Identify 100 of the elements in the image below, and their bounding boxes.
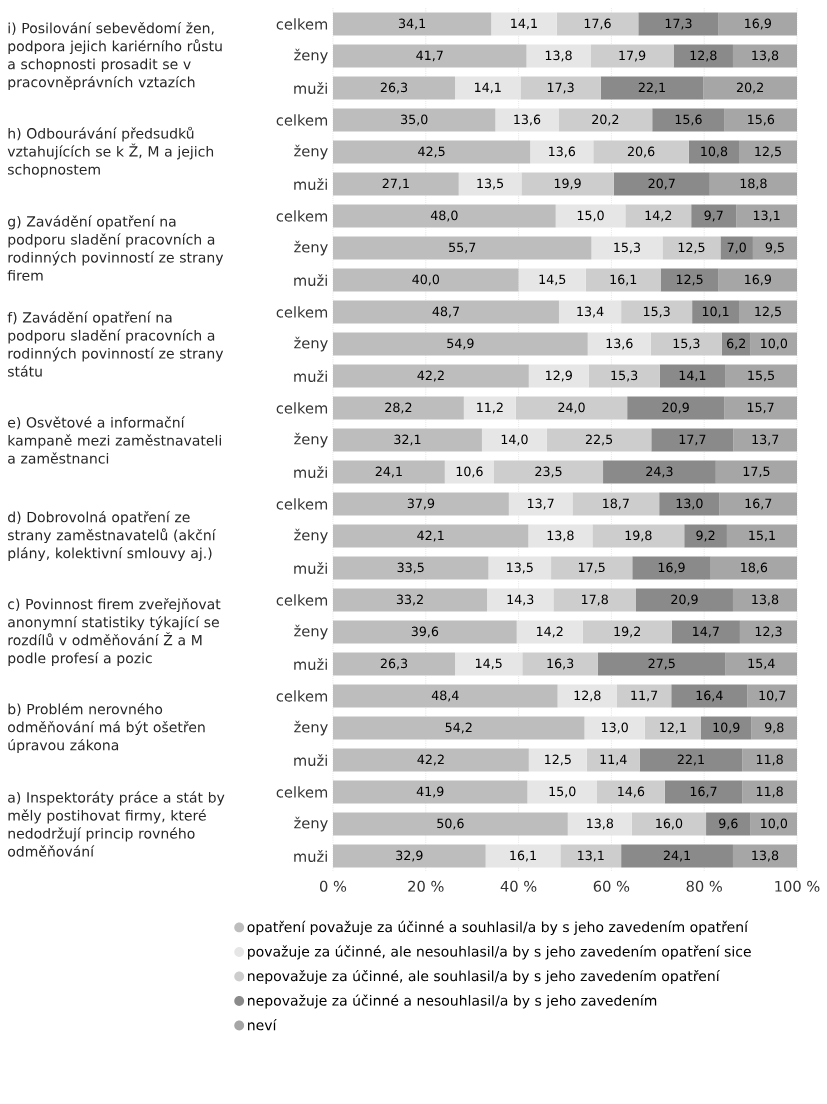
data-label: 17,3 [547, 82, 574, 94]
bar [592, 524, 685, 548]
data-label: 17,6 [584, 18, 611, 30]
y-tick-label: celkem [276, 306, 328, 318]
data-label: 42,2 [417, 754, 444, 766]
legend-label: nepovažuje za účinné a nesouhlasil/a by s jeho zavedením [248, 994, 657, 1009]
data-label: 14,2 [645, 210, 672, 222]
data-label: 33,5 [397, 562, 424, 574]
bar [556, 12, 639, 36]
data-label: 17,5 [743, 466, 770, 478]
data-label: 32,1 [394, 434, 421, 446]
data-label: 17,7 [679, 434, 706, 446]
data-label: 13,5 [507, 562, 533, 574]
text: c) Povinnost firem zveřejňovat anonymní statistiky týkající se rozdílů v odměňování Ž a M podle profesí a pozic [8, 597, 221, 667]
bar [455, 76, 521, 100]
y-tick-label: muži [294, 466, 327, 478]
data-label: 16,1 [610, 274, 637, 286]
data-label: 13,8 [752, 50, 779, 62]
bar [444, 460, 495, 484]
y-tick-label: muži [294, 562, 327, 574]
data-label: 14,5 [539, 274, 566, 286]
data-label: 9,5 [765, 242, 784, 254]
data-label: 14,1 [679, 370, 706, 382]
y-tick-label: ženy [294, 720, 328, 736]
data-label: 12,5 [755, 306, 781, 318]
bar [650, 332, 722, 356]
data-label: 34,1 [398, 18, 426, 30]
data-label: 24,1 [375, 466, 402, 478]
data-label: 12,8 [574, 690, 601, 702]
bar [721, 332, 751, 356]
bar [584, 716, 645, 740]
bar [551, 556, 633, 580]
data-label: 12,5 [678, 242, 705, 254]
data-label: 22,1 [677, 754, 704, 766]
data-label: 15,5 [748, 370, 775, 382]
data-label: 48,4 [431, 690, 459, 702]
data-label: 15,6 [748, 114, 775, 126]
data-label: 18,8 [740, 178, 767, 190]
bar [671, 684, 748, 708]
data-label: 20,2 [736, 82, 763, 94]
data-label: 50,6 [437, 818, 464, 830]
y-tick-label: muži [294, 754, 327, 766]
x-tick-label: 0 % [319, 880, 347, 892]
data-label: 26,3 [380, 82, 408, 94]
data-label: 19,8 [625, 530, 652, 542]
data-label: 10,0 [761, 338, 788, 350]
data-label: 16,7 [690, 786, 717, 798]
bar [635, 588, 733, 612]
data-label: 16,7 [745, 498, 772, 510]
bar [692, 300, 739, 324]
data-label: 14,1 [475, 82, 501, 94]
bar [590, 44, 674, 68]
data-label: 10,1 [702, 306, 729, 318]
data-label: 10,8 [701, 146, 728, 158]
bar [691, 204, 737, 228]
bar [586, 748, 640, 772]
legend-label: nepovažuje za účinné, ale souhlasil/a by s jeho zavedením opatření [248, 969, 721, 984]
data-label: 15,0 [549, 786, 576, 798]
data-label: 13,8 [752, 850, 779, 862]
text: f) Zavádění opatření na podporu sladění pracovních a rodinných povinností ze strany státu [7, 311, 224, 377]
data-label: 15,3 [673, 338, 700, 350]
data-label: 13,6 [549, 146, 576, 158]
data-label: 12,8 [690, 50, 717, 62]
data-label: 19,9 [554, 178, 581, 190]
y-tick-label: ženy [294, 432, 328, 448]
data-label: 27,5 [648, 658, 675, 670]
data-label: 16,9 [745, 18, 771, 30]
x-tick-label: 20 % [408, 880, 444, 892]
data-label: 42,5 [418, 146, 445, 158]
bar [458, 172, 522, 196]
bar [664, 780, 743, 804]
bar [553, 588, 636, 612]
bar [508, 492, 573, 516]
bar [600, 76, 704, 100]
data-label: 11,8 [756, 754, 783, 766]
data-label: 7,0 [727, 242, 746, 254]
y-tick-label: muži [294, 850, 327, 862]
data-label: 11,2 [477, 402, 503, 414]
bar [572, 492, 660, 516]
data-label: 15,6 [675, 114, 702, 126]
y-tick-label: ženy [294, 240, 328, 256]
y-tick-label: celkem [276, 210, 328, 222]
bar [616, 684, 672, 708]
data-label: 32,9 [396, 850, 423, 862]
data-label: 15,4 [748, 658, 775, 670]
bar [557, 684, 617, 708]
bar [518, 268, 586, 292]
data-label: 23,5 [535, 466, 562, 478]
bar [631, 812, 707, 836]
bar [555, 204, 626, 228]
y-tick-label: celkem [276, 786, 328, 798]
data-label: 35,0 [401, 114, 428, 126]
data-label: 10,0 [761, 818, 788, 830]
bar [673, 44, 733, 68]
data-label: 14,6 [618, 786, 645, 798]
data-label: 14,7 [693, 626, 719, 638]
data-label: 10,9 [713, 722, 740, 734]
bar [651, 428, 734, 452]
data-label: 6,2 [727, 338, 746, 350]
bar [522, 652, 598, 676]
